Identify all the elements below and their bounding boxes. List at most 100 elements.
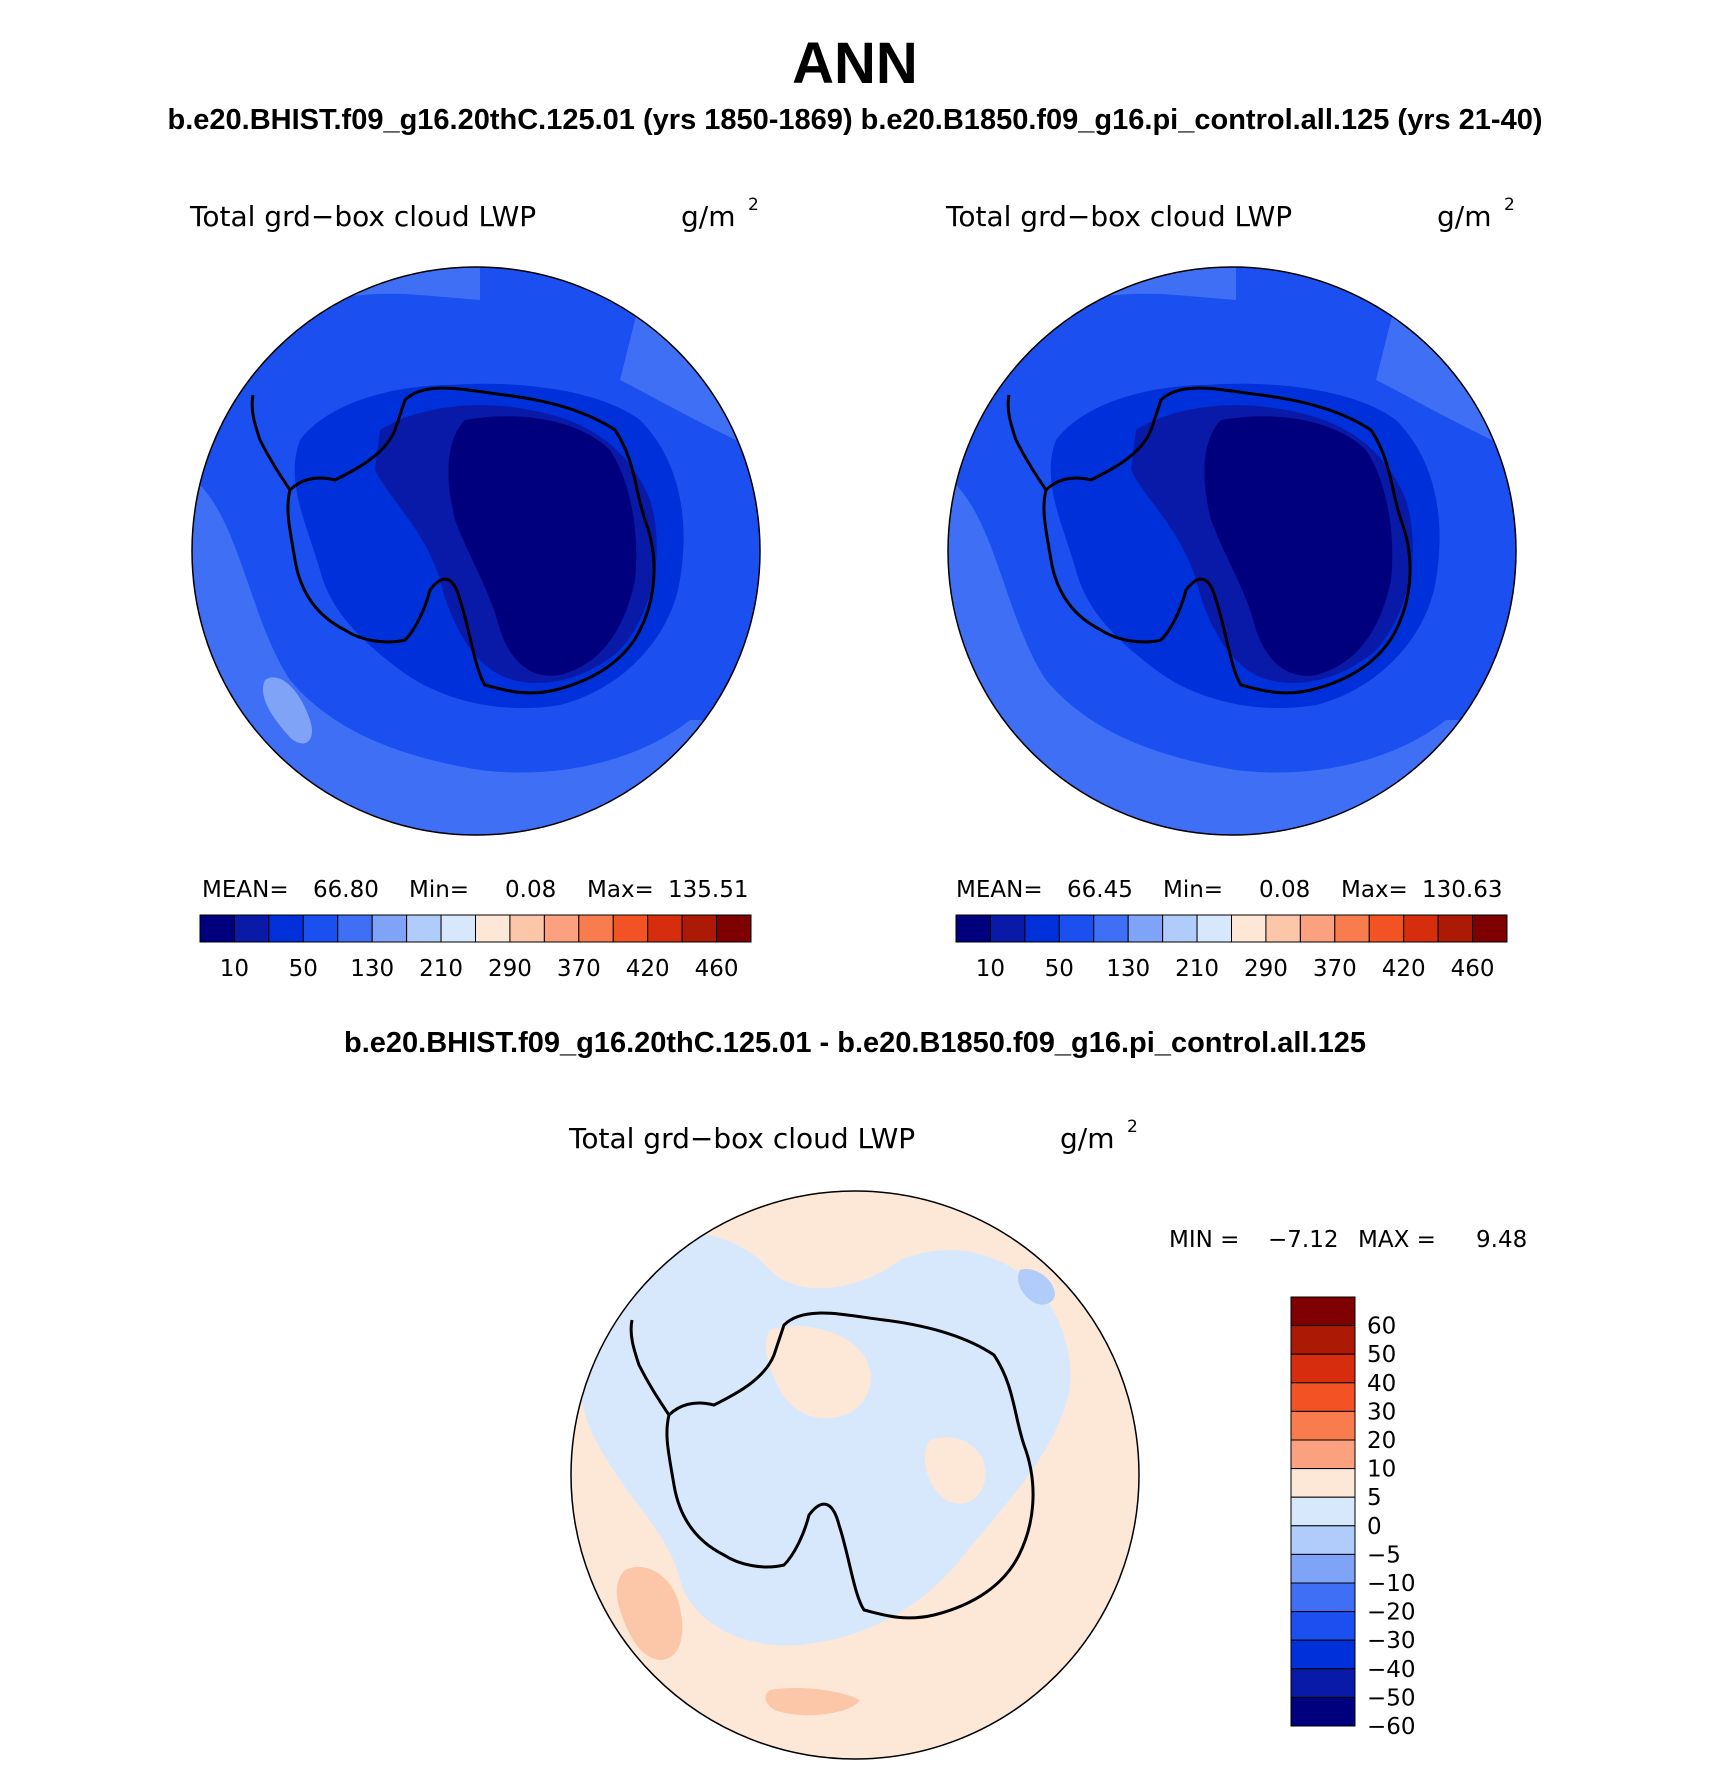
- panel-1-header: Total grd−box cloud LWP g/m 2: [189, 195, 759, 233]
- panel-2-mean-label: MEAN=: [956, 877, 1043, 903]
- difference-title: b.e20.BHIST.f09_g16.20thC.125.01 - b.e20…: [344, 1027, 1366, 1059]
- colorbar-swatch: [1290, 1696, 1356, 1727]
- colorbar-swatch: [1403, 914, 1439, 943]
- colorbar-swatch: [543, 914, 580, 943]
- panel-1-mean-value: 66.80: [313, 877, 379, 903]
- colorbar-swatch: [1437, 914, 1474, 943]
- panel-1-units-exponent: 2: [748, 195, 759, 215]
- colorbar-label: 420: [626, 956, 670, 982]
- colorbar-swatch: [475, 914, 511, 943]
- panel-1-colorbar: 10 50 130 210 290 370 420 460: [199, 914, 752, 982]
- colorbar-swatch: [233, 914, 270, 943]
- panel-2-ocean-band: [948, 480, 1516, 835]
- panel-3-min-label: MIN =: [1169, 1227, 1239, 1253]
- colorbar-swatch: [1290, 1582, 1356, 1613]
- colorbar-swatch: [681, 914, 718, 943]
- panel-1-interior: [448, 416, 637, 676]
- colorbar-swatch: [199, 914, 235, 943]
- colorbar-label: 210: [419, 956, 463, 982]
- colorbar-swatch: [1162, 914, 1198, 943]
- colorbar-label: 420: [1382, 956, 1426, 982]
- colorbar-label: 130: [1106, 956, 1150, 982]
- colorbar-label: 40: [1367, 1371, 1396, 1397]
- panel-3-stats: MIN = −7.12 MAX = 9.48: [1169, 1227, 1527, 1253]
- case-title: b.e20.BHIST.f09_g16.20thC.125.01 (yrs 18…: [167, 104, 1543, 136]
- panel-2-header: Total grd−box cloud LWP g/m 2: [945, 195, 1515, 233]
- colorbar-label: 30: [1367, 1399, 1396, 1425]
- panel-3-warm-patch-2: [765, 1688, 860, 1716]
- colorbar-swatch: [1024, 914, 1060, 943]
- colorbar-swatch: [1231, 914, 1267, 943]
- panel-2-interior: [1204, 416, 1393, 676]
- colorbar-swatch: [1368, 914, 1405, 943]
- panel-3-variable: Total grd−box cloud LWP: [568, 1122, 915, 1155]
- colorbar-swatch: [1290, 1382, 1356, 1412]
- colorbar-swatch: [302, 914, 339, 943]
- panel-1-max-label: Max=: [587, 877, 654, 903]
- colorbar-label: 0: [1367, 1514, 1382, 1540]
- panel-3-max-label: MAX =: [1358, 1227, 1436, 1253]
- colorbar-swatch: [989, 914, 1026, 943]
- colorbar-label: −40: [1367, 1657, 1416, 1683]
- colorbar-label: 10: [220, 956, 249, 982]
- panel-2-variable: Total grd−box cloud LWP: [945, 200, 1292, 233]
- panel-1-map-border: [191, 266, 761, 836]
- colorbar-swatch: [268, 914, 304, 943]
- panel-3-positive-patch: [765, 1326, 871, 1419]
- panel-1-min-label: Min=: [409, 877, 469, 903]
- panel-2-stats: MEAN= 66.45 Min= 0.08 Max= 130.63: [956, 877, 1502, 903]
- panel-2-units-exponent: 2: [1504, 195, 1515, 215]
- colorbar-swatch: [509, 914, 545, 943]
- colorbar-label: 370: [557, 956, 601, 982]
- colorbar-label: 10: [976, 956, 1005, 982]
- colorbar-swatch: [1058, 914, 1095, 943]
- colorbar-label: −20: [1367, 1600, 1416, 1626]
- map-panel-1: [191, 266, 761, 836]
- colorbar-swatch: [337, 914, 373, 943]
- panel-1-ocean-band: [192, 480, 760, 835]
- colorbar-swatch: [1290, 1553, 1356, 1584]
- colorbar-swatch: [1290, 1353, 1356, 1384]
- colorbar-label: −50: [1367, 1685, 1416, 1711]
- panel-3-cool-patch: [1018, 1269, 1055, 1305]
- panel-3-warm-patch: [616, 1566, 683, 1660]
- panel-3-min-value: −7.12: [1268, 1227, 1338, 1253]
- colorbar-swatch: [1290, 1410, 1356, 1441]
- colorbar-swatch: [1290, 1439, 1356, 1470]
- colorbar-swatch: [1265, 914, 1301, 943]
- panel-1-units: g/m: [681, 200, 735, 233]
- colorbar-label: 290: [1244, 956, 1288, 982]
- colorbar-label: −30: [1367, 1628, 1416, 1654]
- colorbar-swatch: [716, 914, 752, 943]
- panel-2-max-label: Max=: [1341, 877, 1408, 903]
- colorbar-label: 460: [1451, 956, 1495, 982]
- panel-2-units: g/m: [1437, 200, 1491, 233]
- colorbar-label: 50: [1367, 1342, 1396, 1368]
- panel-1-light-patch: [262, 677, 312, 744]
- panel-1-variable: Total grd−box cloud LWP: [189, 200, 536, 233]
- panel-3-max-value: 9.48: [1476, 1227, 1527, 1253]
- colorbar-label: 10: [1367, 1457, 1396, 1483]
- colorbar-swatch: [955, 914, 991, 943]
- colorbar-swatch: [1472, 914, 1508, 943]
- map-panel-2: [947, 266, 1517, 836]
- colorbar-label: −5: [1367, 1542, 1401, 1568]
- colorbar-swatch: [1334, 914, 1370, 943]
- colorbar-label: 130: [350, 956, 394, 982]
- panel-3-map-border: [570, 1190, 1140, 1760]
- colorbar-swatch: [612, 914, 649, 943]
- panel-1-mean-label: MEAN=: [202, 877, 289, 903]
- colorbar-swatch: [1127, 914, 1164, 943]
- panel-1-stats: MEAN= 66.80 Min= 0.08 Max= 135.51: [202, 877, 748, 903]
- colorbar-label: −60: [1367, 1714, 1416, 1740]
- colorbar-swatch: [1290, 1668, 1356, 1698]
- panel-3-units: g/m: [1060, 1122, 1114, 1155]
- panel-2-mean-value: 66.45: [1067, 877, 1133, 903]
- panel-3-header: Total grd−box cloud LWP g/m 2: [568, 1117, 1138, 1155]
- colorbar-swatch: [1290, 1496, 1356, 1527]
- panel-2-min-value: 0.08: [1259, 877, 1310, 903]
- colorbar-swatch: [1196, 914, 1232, 943]
- colorbar-swatch: [1290, 1525, 1356, 1555]
